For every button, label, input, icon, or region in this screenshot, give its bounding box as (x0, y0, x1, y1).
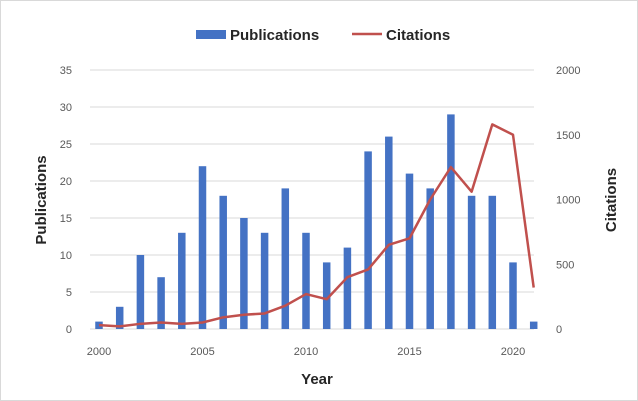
legend-label-publications: Publications (230, 27, 319, 44)
y-left-tick-label: 30 (60, 102, 72, 114)
x-tick-label: 2005 (190, 346, 214, 358)
y-right-tick-label: 1500 (556, 130, 580, 142)
publications-bar (178, 232, 186, 329)
publications-bar (260, 232, 269, 329)
publications-bar (115, 306, 124, 329)
y-axis-right-title: Citations (603, 168, 620, 232)
publications-bar (488, 195, 497, 329)
x-tick-label: 2010 (294, 346, 318, 358)
y-left-tick-label: 15 (60, 213, 72, 225)
publications-bar (529, 321, 538, 329)
legend: Publications Citations (196, 27, 450, 44)
publications-bar (343, 247, 352, 329)
tick-layer: 0 5 10 15 20 25 30 35 0 500 1000 1500 2000 2000 2005 20… (60, 65, 581, 358)
line-layer (98, 123, 535, 328)
publications-bar (364, 151, 372, 329)
y-right-tick-label: 500 (556, 259, 574, 271)
legend-label-citations: Citations (386, 27, 450, 44)
publications-bar (219, 195, 227, 329)
publications-bar (322, 262, 331, 329)
y-right-tick-label: 1000 (556, 195, 580, 207)
publications-bar (509, 262, 517, 329)
x-tick-label: 2000 (87, 346, 111, 358)
y-right-tick-label: 2000 (556, 65, 580, 77)
y-left-tick-label: 35 (60, 65, 72, 77)
publications-bar (447, 114, 455, 330)
publications-bar (136, 255, 145, 329)
y-axis-left-title: Publications (33, 155, 50, 244)
y-left-tick-label: 20 (60, 176, 72, 188)
y-left-tick-label: 5 (66, 287, 72, 299)
x-tick-label: 2015 (397, 346, 421, 358)
publications-bar (385, 136, 393, 329)
y-left-tick-label: 25 (60, 139, 72, 151)
y-left-tick-label: 10 (60, 250, 72, 262)
x-axis-title: Year (301, 371, 333, 388)
publications-bar (198, 166, 207, 329)
publications-bar (281, 188, 290, 329)
citations-line (98, 123, 535, 328)
x-tick-label: 2020 (501, 346, 525, 358)
publications-bar (426, 188, 434, 329)
publications-bar (405, 173, 414, 329)
y-right-tick-label: 0 (556, 324, 562, 336)
legend-swatch-publications (196, 30, 226, 39)
publications-bar (157, 277, 165, 329)
grid-layer (90, 69, 534, 330)
publications-bar (302, 232, 310, 329)
publications-bar (240, 218, 248, 329)
y-left-tick-label: 0 (66, 324, 72, 336)
publications-bar (467, 195, 476, 329)
